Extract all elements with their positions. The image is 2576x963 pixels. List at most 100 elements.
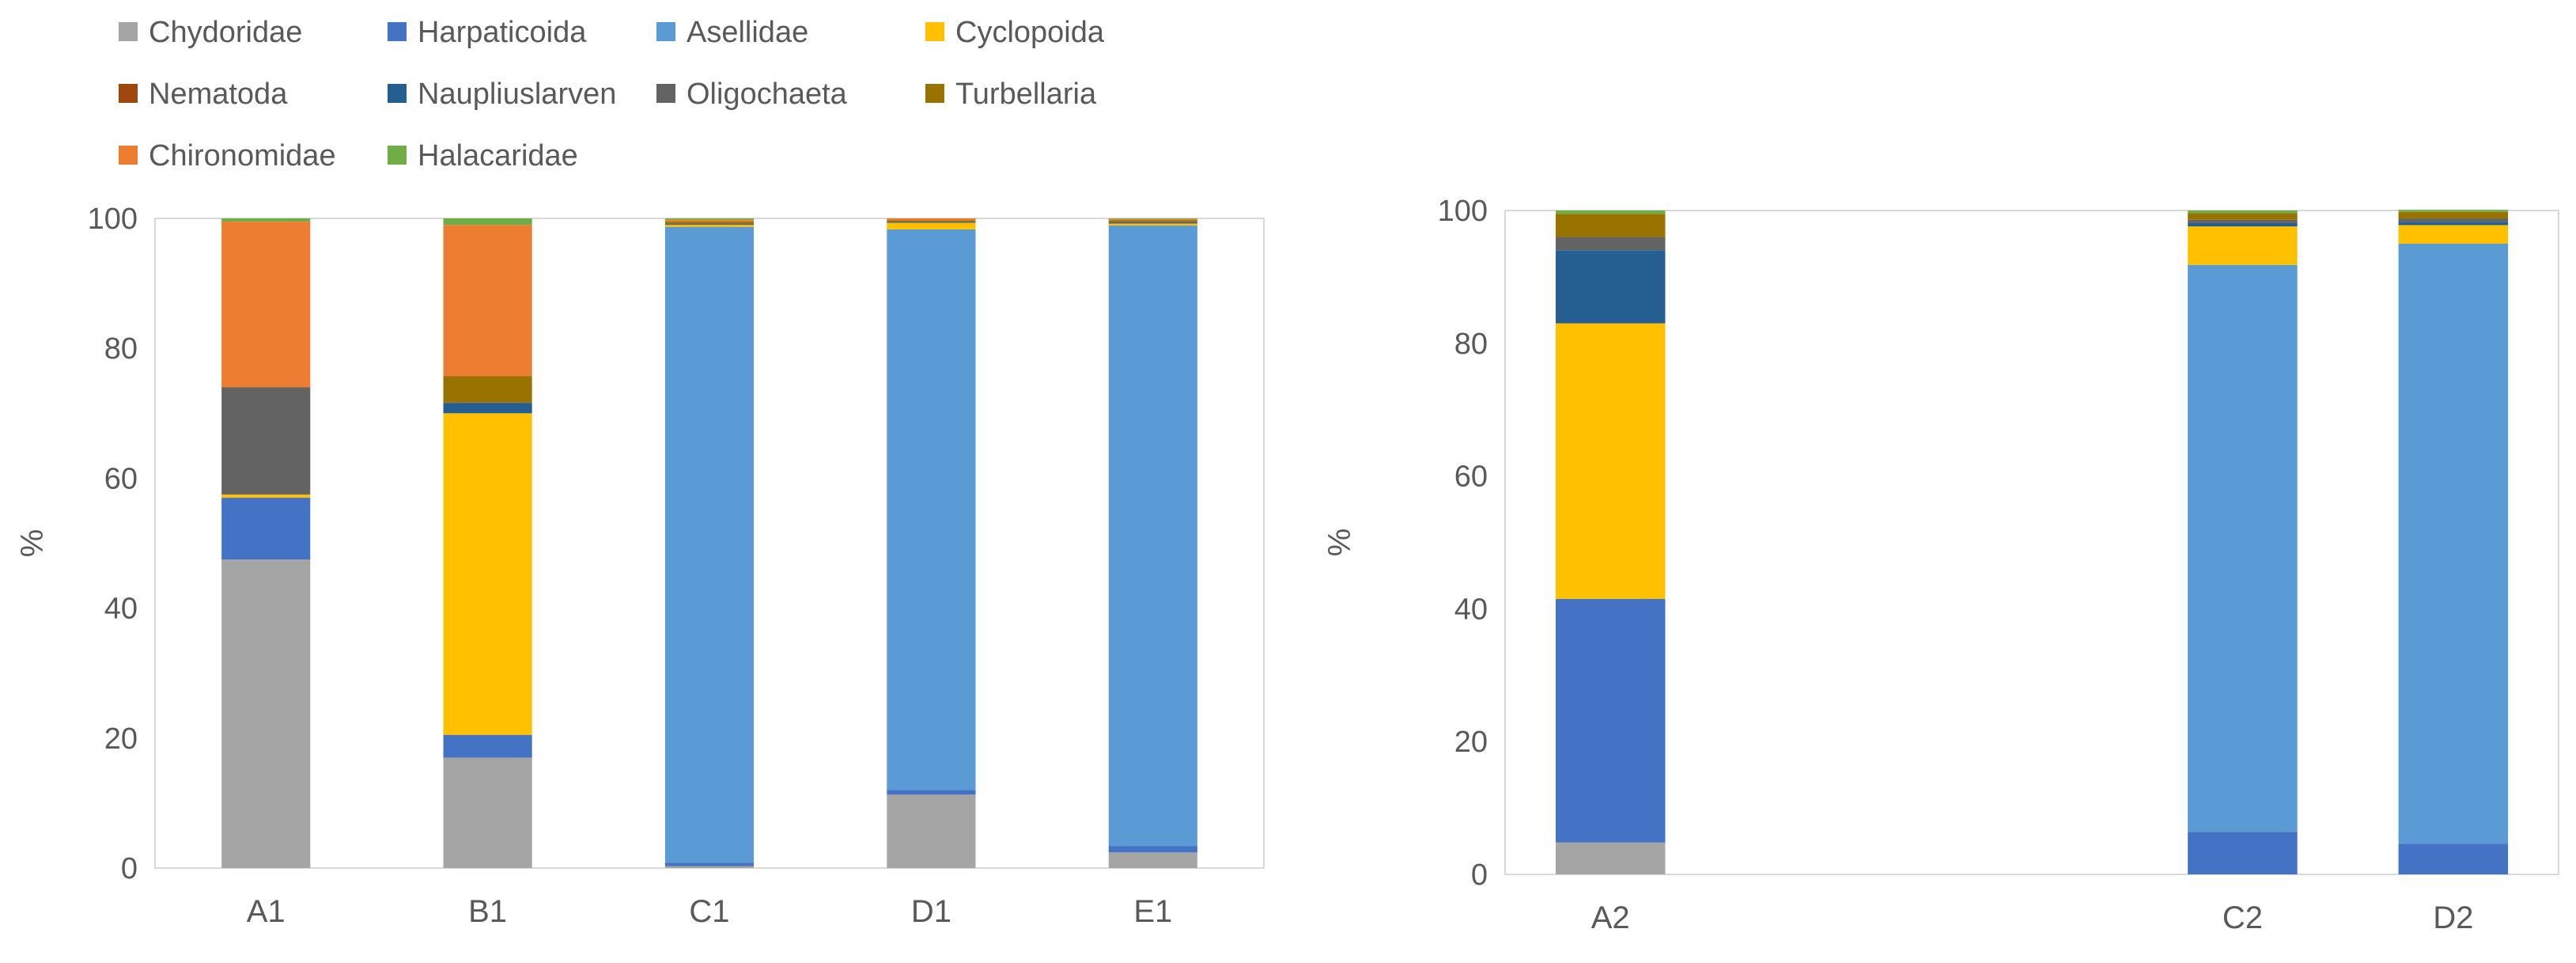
legend: Chydoridae Harpaticoida Asellidae Cyclopoid… bbox=[119, 16, 1105, 173]
bar-segment-cyclopoida-d2 bbox=[2398, 225, 2509, 244]
bar-segment-chironomidae-d1 bbox=[887, 218, 976, 221]
bar-segment-cyclopoida-b1 bbox=[443, 413, 532, 735]
y-tick-label: 0 bbox=[1471, 859, 1488, 892]
bar-segment-halacaridae-a1 bbox=[221, 218, 311, 222]
legend-label-chydoridae: Chydoridae bbox=[149, 16, 302, 49]
bar-segment-harpaticoida-b1 bbox=[443, 734, 532, 758]
legend-swatch-naupliuslarven bbox=[388, 84, 407, 103]
bar-segment-chironomidae-a1 bbox=[221, 222, 311, 388]
bar-segment-halacaridae-c2 bbox=[2188, 210, 2298, 214]
bar-segment-cyclopoida-a1 bbox=[221, 494, 311, 499]
legend-label-nematoda: Nematoda bbox=[149, 78, 288, 111]
bar-segment-cyclopoida-a2 bbox=[1555, 323, 1666, 599]
bar-segment-asellidae-d1 bbox=[887, 229, 976, 790]
bar-segment-chironomidae-b1 bbox=[443, 225, 532, 377]
bar-segment-halacaridae-d2 bbox=[2398, 210, 2509, 212]
bar-segment-turbellaria-c1 bbox=[664, 222, 755, 224]
chart-left: 0 20 40 60 80 100% A1 B1 C1 D1 E1 bbox=[15, 203, 1265, 929]
bar-segment-chydoridae-d1 bbox=[887, 794, 976, 868]
legend-swatch-turbellaria bbox=[925, 84, 944, 103]
bar-segment-chironomidae-c1 bbox=[664, 219, 755, 222]
y-axis-label: % bbox=[1322, 529, 1357, 557]
x-tick-label: E1 bbox=[1133, 894, 1172, 929]
bar-segment-oligochaeta-c2 bbox=[2188, 219, 2298, 223]
chart-right: 0 20 40 60 80 100% A2 C2 D2 bbox=[1322, 195, 2559, 935]
bar-segment-oligochaeta-c1 bbox=[664, 223, 755, 226]
bar-segment-asellidae-e1 bbox=[1108, 226, 1197, 847]
legend-swatch-oligochaeta bbox=[656, 84, 675, 103]
bar-segment-cyclopoida-d1 bbox=[887, 222, 976, 229]
legend-swatch-cyclopoida bbox=[925, 22, 944, 41]
legend-label-cyclopoida: Cyclopoida bbox=[955, 16, 1105, 49]
y-tick-label: 20 bbox=[104, 722, 138, 756]
bar-segment-oligochaeta-a1 bbox=[221, 387, 311, 495]
bar-segment-halacaridae-a2 bbox=[1555, 210, 1666, 214]
legend-label-chironomidae: Chironomidae bbox=[149, 139, 336, 173]
y-tick-label: 80 bbox=[1454, 328, 1488, 361]
bar-segment-oligochaeta-b1 bbox=[443, 402, 532, 404]
bar-segment-chydoridae-b1 bbox=[443, 757, 532, 868]
bar-segment-asellidae-c2 bbox=[2188, 264, 2298, 832]
bar-segment-turbellaria-d2 bbox=[2398, 211, 2509, 219]
legend-label-oligochaeta: Oligochaeta bbox=[687, 78, 848, 111]
y-tick-label: 40 bbox=[1454, 593, 1488, 626]
bar-segment-asellidae-c1 bbox=[664, 226, 755, 863]
x-tick-label: C1 bbox=[689, 894, 729, 929]
bar-segment-cyclopoida-c1 bbox=[664, 225, 755, 227]
x-tick-label: D2 bbox=[2433, 900, 2473, 935]
bar-segment-halacaridae-c1 bbox=[664, 218, 755, 220]
bar-segment-turbellaria-b1 bbox=[443, 376, 532, 403]
bar-segment-oligochaeta-d2 bbox=[2398, 218, 2509, 222]
bar-segment-naupliuslarven-d2 bbox=[2398, 222, 2509, 226]
x-tick-label: B1 bbox=[468, 894, 507, 929]
y-tick-label: 60 bbox=[104, 462, 138, 495]
y-tick-label: 60 bbox=[1454, 461, 1488, 494]
bar-segment-naupliuslarven-a2 bbox=[1555, 250, 1666, 324]
bar-segment-oligochaeta-e1 bbox=[1108, 222, 1197, 224]
legend-swatch-asellidae bbox=[656, 22, 675, 41]
bar-segment-chydoridae-e1 bbox=[1108, 852, 1197, 868]
legend-label-naupliuslarven: Naupliuslarven bbox=[418, 78, 616, 111]
bar-segment-turbellaria-d1 bbox=[887, 220, 976, 222]
bar-segment-harpaticoida-a2 bbox=[1555, 598, 1666, 843]
bar-segment-harpaticoida-d1 bbox=[887, 790, 976, 795]
legend-swatch-harpaticoida bbox=[388, 22, 407, 41]
y-tick-label: 20 bbox=[1454, 726, 1488, 759]
bar-segment-chydoridae-a2 bbox=[1555, 842, 1666, 874]
x-tick-label: A1 bbox=[247, 894, 286, 929]
bar-segment-harpaticoida-c1 bbox=[664, 863, 755, 866]
bar-segment-halacaridae-b1 bbox=[443, 218, 532, 226]
bar-segment-halacaridae-e1 bbox=[1108, 218, 1197, 219]
x-tick-label: D1 bbox=[911, 894, 951, 929]
bar-segment-chironomidae-e1 bbox=[1108, 218, 1197, 221]
legend-swatch-halacaridae bbox=[388, 146, 407, 165]
y-tick-label: 80 bbox=[104, 332, 138, 366]
bar-segment-naupliuslarven-b1 bbox=[443, 403, 532, 414]
bar-segment-oligochaeta-a2 bbox=[1555, 237, 1666, 251]
x-tick-label: C2 bbox=[2222, 900, 2263, 935]
bar-segment-harpaticoida-e1 bbox=[1108, 846, 1197, 853]
legend-swatch-chironomidae bbox=[119, 146, 138, 165]
legend-label-asellidae: Asellidae bbox=[687, 16, 808, 49]
bar-segment-harpaticoida-a1 bbox=[221, 498, 311, 560]
legend-label-harpaticoida: Harpaticoida bbox=[418, 16, 587, 49]
y-tick-label: 40 bbox=[104, 593, 138, 626]
bar-segment-asellidae-d2 bbox=[2398, 243, 2509, 844]
legend-label-halacaridae: Halacaridae bbox=[418, 139, 578, 173]
plot-area bbox=[1504, 210, 2559, 875]
bar-segment-turbellaria-c2 bbox=[2188, 213, 2298, 220]
y-tick-label: 100 bbox=[88, 203, 138, 236]
x-tick-label: A2 bbox=[1591, 900, 1630, 935]
bar-segment-chydoridae-c1 bbox=[664, 866, 755, 868]
bar-segment-cyclopoida-c2 bbox=[2188, 226, 2298, 265]
y-tick-label: 0 bbox=[121, 852, 138, 885]
y-axis-label: % bbox=[15, 529, 50, 558]
y-tick-label: 100 bbox=[1438, 195, 1488, 228]
bar-segment-naupliuslarven-c2 bbox=[2188, 222, 2298, 227]
legend-swatch-nematoda bbox=[119, 84, 138, 103]
bar-segment-harpaticoida-c2 bbox=[2188, 832, 2298, 874]
bar-segment-cyclopoida-e1 bbox=[1108, 223, 1197, 226]
legend-swatch-chydoridae bbox=[119, 22, 138, 41]
legend-label-turbellaria: Turbellaria bbox=[955, 78, 1097, 111]
bar-segment-turbellaria-e1 bbox=[1108, 220, 1197, 222]
